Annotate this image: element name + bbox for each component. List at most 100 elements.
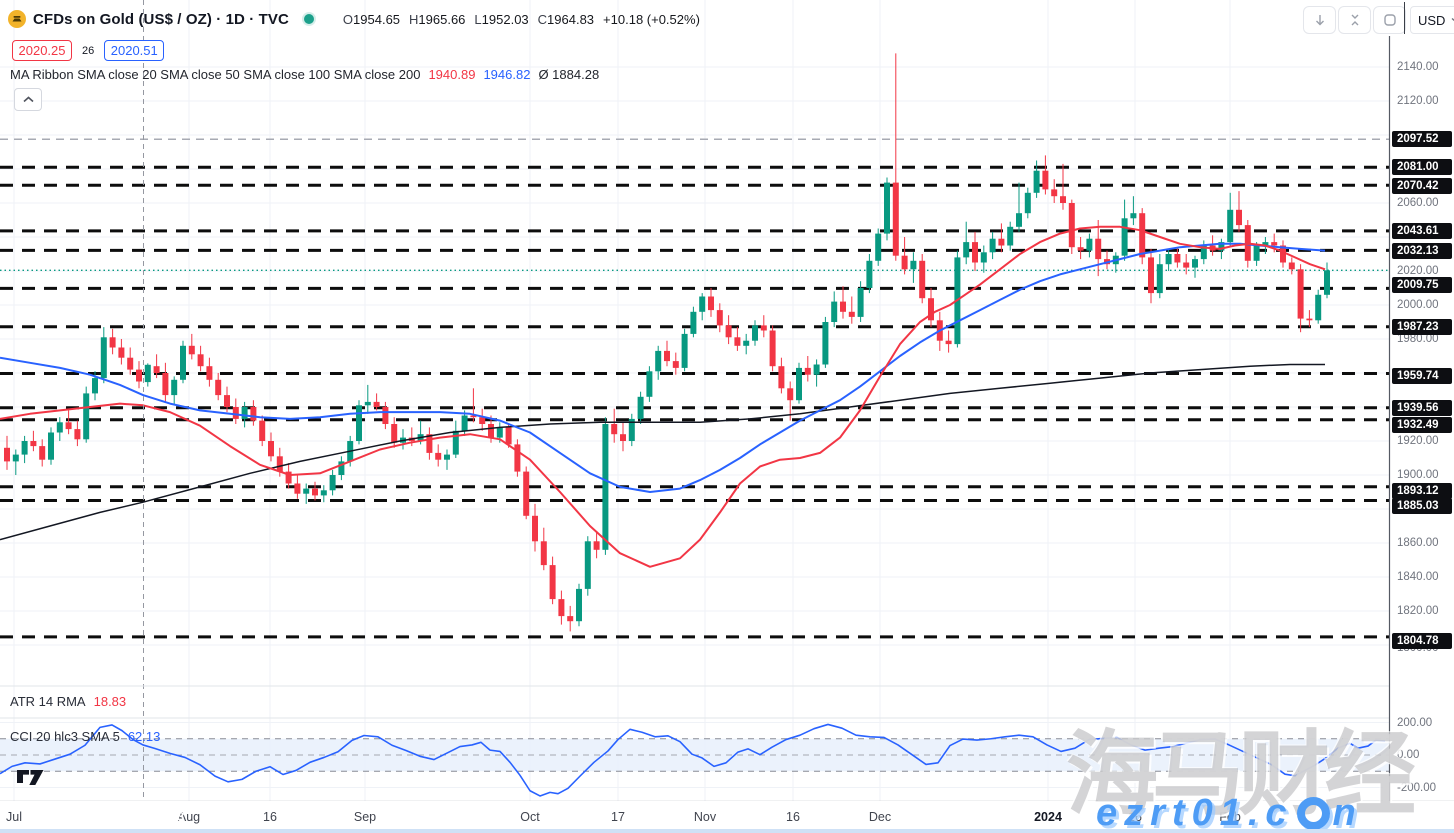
candle-body <box>1192 259 1198 268</box>
candle-body <box>197 354 204 367</box>
price-axis[interactable]: 2140.00 2120.00 2060.00 2020.00 2000.00 1980.… <box>1389 0 1454 833</box>
candle-body <box>681 333 688 368</box>
candle-body <box>848 311 855 317</box>
scroll-to-recent-button[interactable] <box>1303 6 1336 34</box>
candle-body <box>241 407 248 419</box>
candle-body <box>224 395 230 407</box>
candle-body <box>479 417 486 424</box>
candle-body <box>338 461 345 475</box>
candle-body <box>1236 209 1242 226</box>
price-level-badge: 2032.13 <box>1392 243 1452 259</box>
candle-body <box>206 366 213 380</box>
candle-body <box>505 427 512 445</box>
candle-body <box>452 430 459 455</box>
symbol-title[interactable]: CFDs on Gold (US$ / OZ) · 1D · TVC <box>33 10 289 28</box>
price-level-badge: 1893.12 <box>1392 483 1452 499</box>
high-value: 1965.66 <box>418 11 466 27</box>
tradingview-logo[interactable] <box>16 768 46 793</box>
candle-body <box>1139 213 1146 258</box>
symbol-legend[interactable]: CFDs on Gold (US$ / OZ) · 1D · TVC O1954… <box>8 8 700 30</box>
candle-body <box>1156 264 1163 294</box>
cci-scale-label: 200.00 <box>1397 717 1433 729</box>
price-label: 2000.00 <box>1397 299 1439 311</box>
ma-ribbon-legend[interactable]: MA Ribbon SMA close 20 SMA close 50 SMA … <box>10 67 599 82</box>
time-label: Sep <box>353 810 377 824</box>
price-label: 2120.00 <box>1397 95 1439 107</box>
fullscreen-button[interactable] <box>1373 6 1406 34</box>
candle-body <box>1121 218 1128 256</box>
buy-button[interactable]: 2020.51 <box>104 40 165 61</box>
price-label: 2060.00 <box>1397 197 1439 209</box>
time-label: Jul <box>6 810 22 824</box>
candle-body <box>1183 262 1190 268</box>
candle-body <box>74 429 81 440</box>
atr-label: ATR 14 RMA <box>10 694 86 709</box>
cci-indicator-legend[interactable]: CCI 20 hlc3 SMA 5 62.13 <box>10 729 160 744</box>
candle-body <box>945 340 952 345</box>
legend-collapse-button[interactable] <box>14 88 42 111</box>
toolbar-divider <box>1404 2 1405 34</box>
candle-body <box>100 337 107 379</box>
change-value: +10.18 (+0.52%) <box>603 11 700 27</box>
candle-body <box>919 260 926 299</box>
candle-body <box>65 422 72 430</box>
open-value: 1954.65 <box>353 11 401 27</box>
candle-body <box>540 541 547 566</box>
candle-body <box>496 427 503 438</box>
time-label: 16 <box>786 810 800 824</box>
price-level-badge: 1885.03 <box>1392 498 1452 514</box>
time-label: 17 <box>611 810 625 824</box>
time-label: 16 <box>1128 810 1142 824</box>
watermark-underline <box>0 829 1454 833</box>
collapse-pane-button[interactable] <box>1338 6 1371 34</box>
candle-body <box>1200 245 1207 260</box>
candle-body <box>998 238 1005 246</box>
candle-body <box>426 434 433 453</box>
price-level-badge: 1804.78 <box>1392 633 1452 649</box>
candle-body <box>831 301 838 322</box>
candle-body <box>628 418 635 441</box>
candle-body <box>285 471 292 484</box>
sell-button[interactable]: 2020.25 <box>12 40 72 61</box>
candle-body <box>1288 262 1295 270</box>
price-label: 1860.00 <box>1397 537 1439 549</box>
time-axis[interactable]: Jul Aug 16 Sep Oct 17 Nov 16 Dec 2024 16 Feb <box>0 801 1454 833</box>
currency-dropdown[interactable]: USD <box>1410 6 1454 34</box>
candle-body <box>48 432 54 460</box>
candle-body <box>901 255 908 270</box>
candle-body <box>822 322 829 365</box>
candle-body <box>435 452 442 460</box>
candle-body <box>699 296 706 312</box>
candle-body <box>787 388 794 401</box>
candle-body <box>303 488 310 494</box>
candle-body <box>734 337 741 346</box>
close-value: 1964.83 <box>547 11 595 27</box>
candle-body <box>373 401 380 407</box>
candle-body <box>813 364 820 375</box>
market-status-icon[interactable] <box>303 14 314 24</box>
candle-body <box>804 367 811 375</box>
candle-body <box>1244 225 1251 261</box>
candle-body <box>769 330 776 367</box>
candle-body <box>980 252 987 263</box>
candle-body <box>1174 254 1181 263</box>
sma50-value: 1946.82 <box>483 67 531 82</box>
candle-body <box>1024 192 1031 214</box>
price-label: 1820.00 <box>1397 605 1439 617</box>
candle-body <box>329 475 336 491</box>
candle-body <box>567 616 574 622</box>
candle-body <box>743 340 750 346</box>
candle-body <box>584 541 591 589</box>
atr-indicator-legend[interactable]: ATR 14 RMA 18.83 <box>10 694 126 709</box>
price-level-badge: 1959.74 <box>1392 368 1452 384</box>
candle-body <box>391 424 398 443</box>
candle-body <box>320 490 327 496</box>
candle-body <box>56 422 63 433</box>
candle-body <box>778 366 785 389</box>
price-label: 1900.00 <box>1397 469 1439 481</box>
time-label: Feb <box>1219 810 1241 824</box>
candle-body <box>92 378 98 394</box>
time-label: Aug <box>177 810 201 824</box>
